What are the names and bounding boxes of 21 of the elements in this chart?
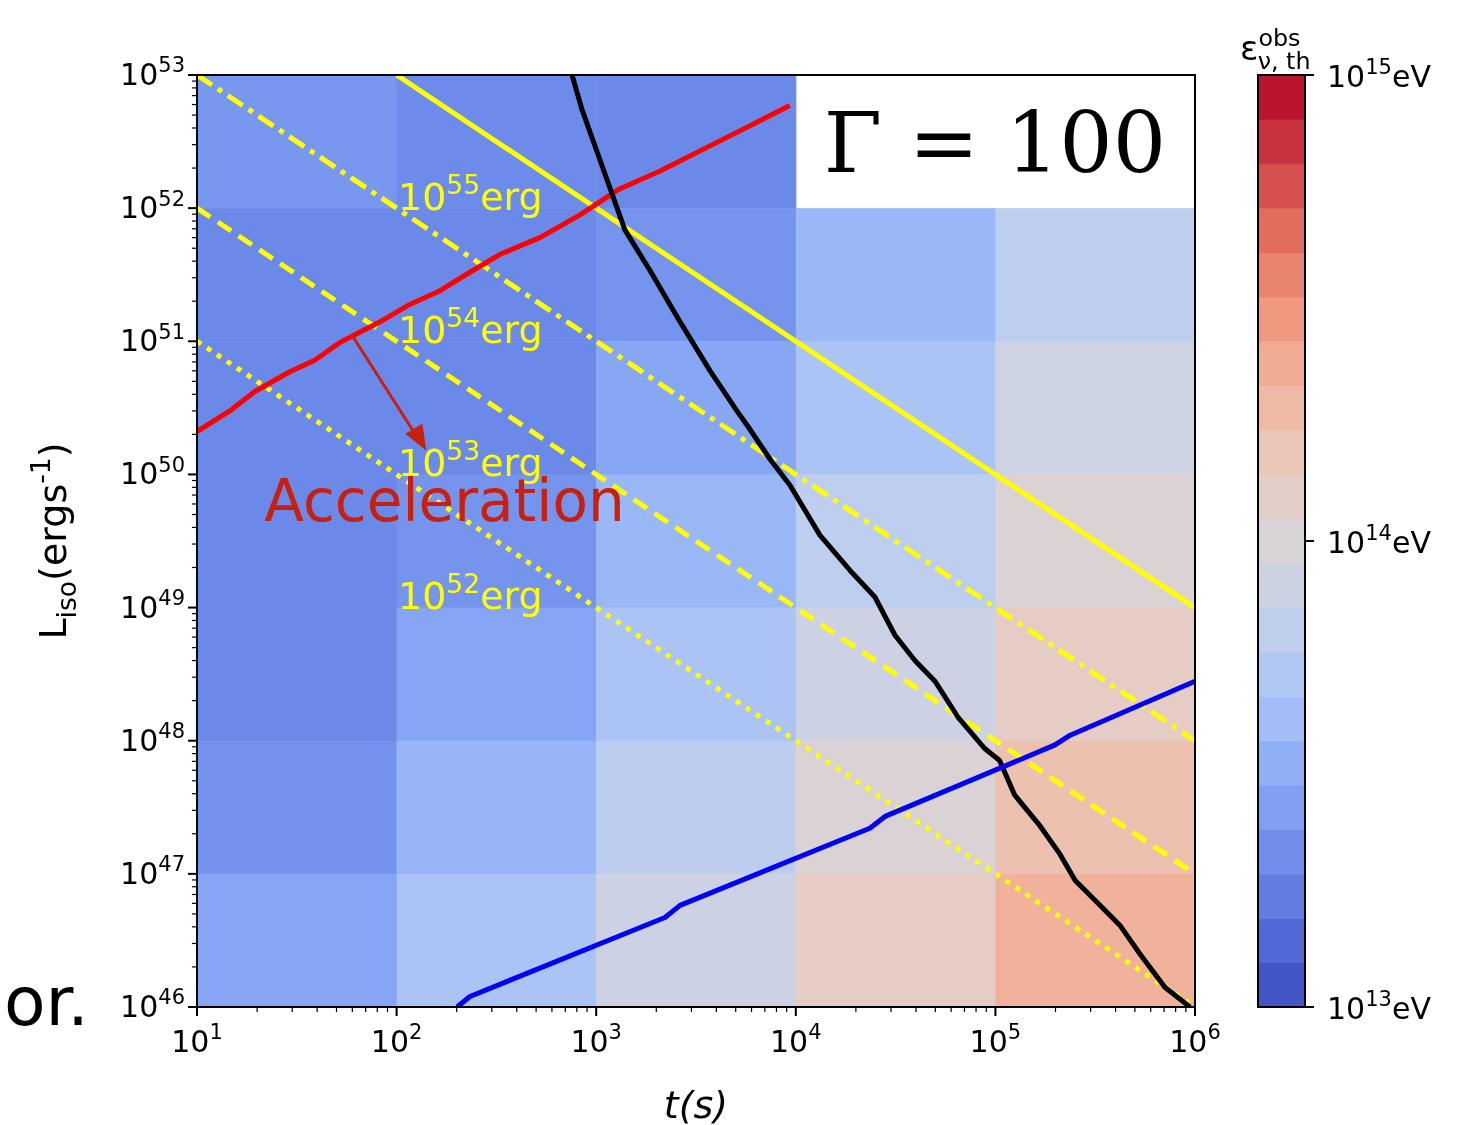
- annotation: 10$^{54}$erg: [398, 302, 543, 352]
- color-bar-label: 10$^{14}$eV: [1327, 521, 1432, 560]
- y-tick-label: 10$^{47}$: [120, 852, 185, 891]
- y-tick-label: 10$^{51}$: [120, 319, 185, 359]
- x-tick-label: 10$^{2}$: [370, 1020, 423, 1059]
- x-tick-label: 10$^{4}$: [770, 1020, 822, 1059]
- color-bar-label: 10$^{15}$eV: [1327, 55, 1432, 94]
- text: or.: [4, 962, 89, 1041]
- x-tick-label: 10$^{3}$: [570, 1020, 622, 1059]
- y-tick-label: 10$^{49}$: [120, 585, 185, 625]
- y-tick-label: 10$^{48}$: [120, 719, 185, 758]
- annotation: 10$^{52}$erg: [398, 568, 543, 618]
- y-tick-label: 10$^{53}$: [120, 53, 185, 92]
- x-tick-label: 10$^{5}$: [969, 1020, 1022, 1059]
- y-tick-label: 10$^{52}$: [120, 186, 185, 226]
- x-axis-title: t(s): [663, 1083, 729, 1125]
- color-bar-label: 10$^{13}$eV: [1327, 987, 1432, 1026]
- x-tick-label: 10$^{6}$: [1169, 1020, 1221, 1059]
- annotation: Γ = 100: [823, 94, 1167, 192]
- y-tick-label: 10$^{50}$: [120, 452, 185, 492]
- annotation: 10$^{55}$erg: [398, 169, 543, 219]
